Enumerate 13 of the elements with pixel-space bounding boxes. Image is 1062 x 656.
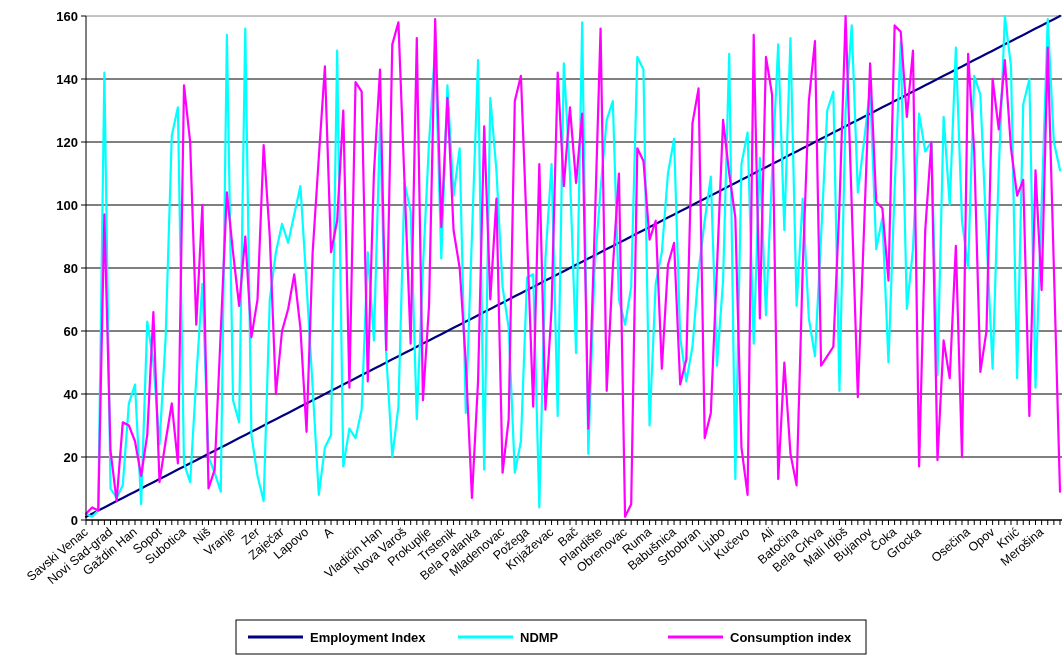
y-tick-label: 20 (63, 449, 78, 465)
legend-label: NDMP (520, 629, 559, 645)
y-tick-label: 40 (63, 386, 78, 402)
x-tick-label: A (320, 524, 337, 542)
y-tick-label: 80 (63, 260, 78, 276)
y-tick-label: 60 (63, 323, 78, 339)
y-tick-label: 160 (56, 8, 78, 24)
legend-label: Employment Index (310, 629, 427, 645)
legend-label: Consumption index (730, 629, 853, 645)
y-tick-label: 100 (56, 197, 78, 213)
y-tick-label: 140 (56, 71, 78, 87)
y-tick-label: 120 (56, 134, 78, 150)
y-tick-label: 0 (70, 512, 78, 528)
